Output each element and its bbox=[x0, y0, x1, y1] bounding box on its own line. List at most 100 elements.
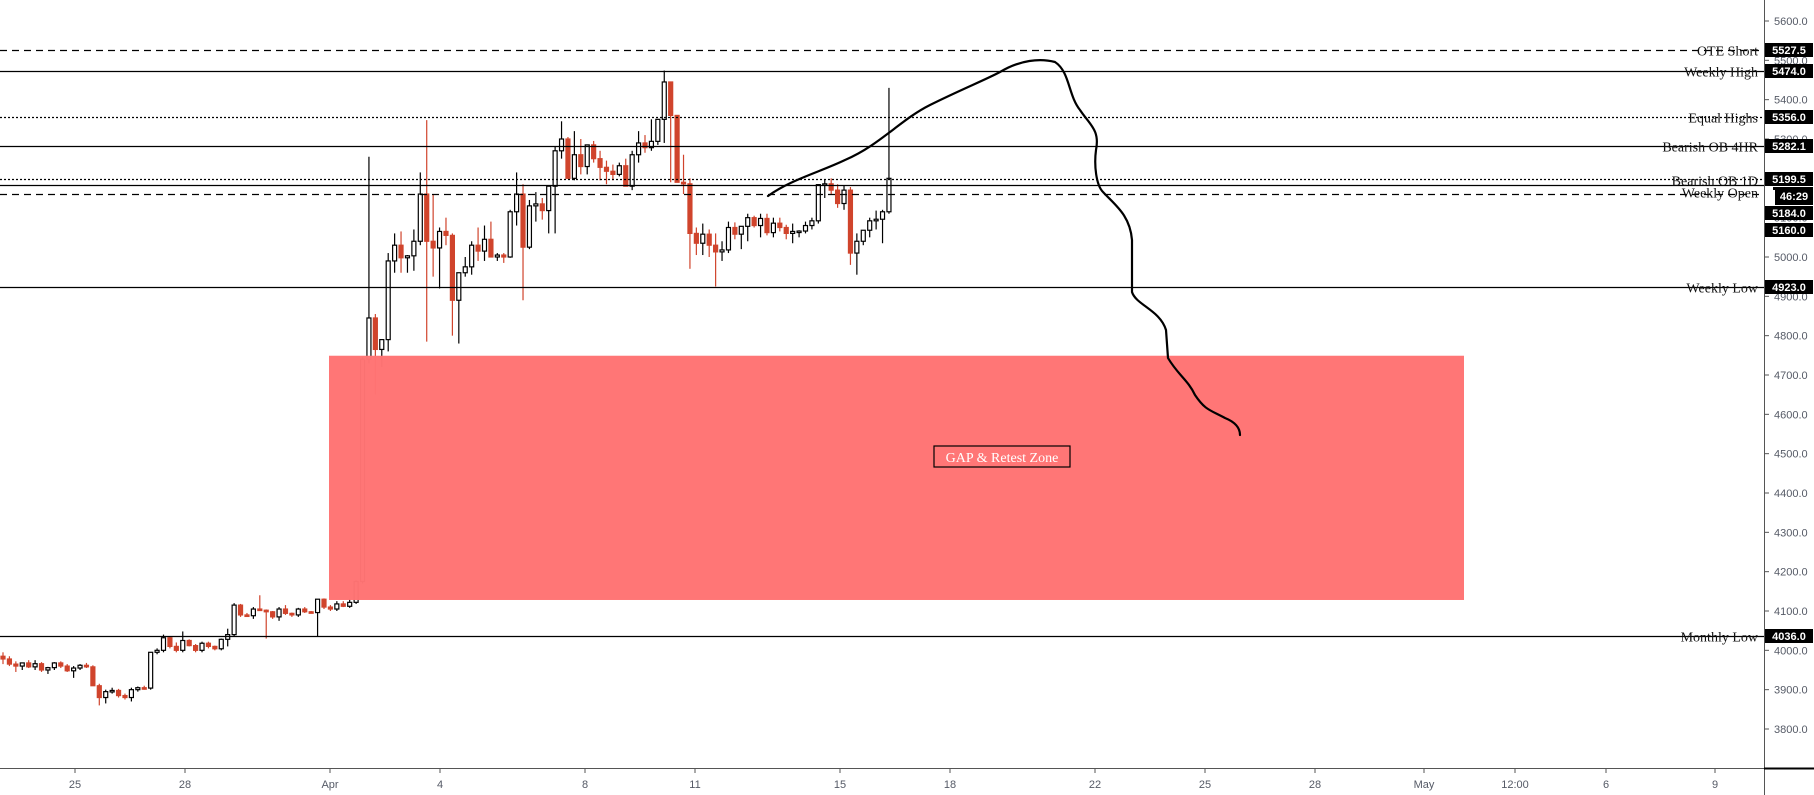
candle[interactable] bbox=[578, 139, 584, 175]
candle[interactable] bbox=[109, 687, 115, 694]
candle[interactable] bbox=[115, 688, 122, 698]
candle[interactable] bbox=[533, 192, 539, 222]
candle[interactable] bbox=[308, 611, 314, 614]
candle[interactable] bbox=[199, 641, 205, 653]
candle[interactable] bbox=[719, 241, 725, 261]
candle[interactable] bbox=[494, 253, 500, 261]
candle[interactable] bbox=[327, 605, 334, 611]
candle[interactable] bbox=[167, 636, 173, 649]
candle[interactable] bbox=[546, 185, 552, 234]
candle[interactable] bbox=[655, 118, 661, 145]
candle[interactable] bbox=[19, 662, 25, 670]
candle[interactable] bbox=[725, 221, 732, 254]
candle[interactable] bbox=[847, 186, 854, 265]
candle[interactable] bbox=[334, 601, 340, 611]
candle[interactable] bbox=[854, 233, 860, 275]
candle[interactable] bbox=[6, 656, 13, 667]
candle[interactable] bbox=[443, 217, 449, 246]
candle[interactable] bbox=[205, 641, 212, 649]
candle[interactable] bbox=[706, 229, 712, 257]
candle[interactable] bbox=[751, 215, 757, 228]
candle[interactable] bbox=[558, 121, 565, 159]
candle[interactable] bbox=[392, 233, 398, 273]
candle[interactable] bbox=[687, 178, 693, 269]
candle[interactable] bbox=[424, 120, 430, 342]
candle[interactable] bbox=[417, 172, 423, 246]
candle[interactable] bbox=[571, 131, 577, 181]
candle[interactable] bbox=[32, 660, 38, 670]
candle[interactable] bbox=[757, 213, 764, 238]
candle[interactable] bbox=[135, 686, 141, 692]
candle[interactable] bbox=[141, 685, 147, 690]
candle[interactable] bbox=[218, 638, 224, 651]
candle[interactable] bbox=[815, 184, 821, 224]
zone-rectangle[interactable] bbox=[329, 355, 1464, 600]
candle[interactable] bbox=[289, 612, 295, 617]
candle[interactable] bbox=[302, 607, 308, 613]
candle[interactable] bbox=[802, 221, 809, 234]
candle[interactable] bbox=[841, 185, 847, 210]
candle[interactable] bbox=[270, 611, 276, 619]
candle[interactable] bbox=[295, 607, 301, 617]
candle[interactable] bbox=[257, 595, 263, 612]
price-axis[interactable]: 5600.05500.05400.05300.05200.05100.05000… bbox=[1764, 0, 1814, 795]
candle[interactable] bbox=[822, 179, 828, 198]
candle[interactable] bbox=[873, 210, 879, 230]
candle[interactable] bbox=[385, 253, 391, 352]
candle[interactable] bbox=[366, 156, 372, 364]
candle[interactable] bbox=[513, 172, 520, 226]
candle[interactable] bbox=[340, 601, 346, 608]
candle[interactable] bbox=[173, 642, 179, 653]
candle[interactable] bbox=[488, 221, 494, 258]
candle[interactable] bbox=[507, 209, 513, 258]
candle[interactable] bbox=[282, 605, 289, 615]
candle[interactable] bbox=[629, 150, 635, 191]
candle[interactable] bbox=[481, 225, 488, 261]
projected-path-drawing[interactable] bbox=[766, 59, 1242, 437]
candle[interactable] bbox=[783, 224, 789, 240]
candle[interactable] bbox=[777, 217, 783, 232]
candle[interactable] bbox=[879, 209, 886, 244]
candle[interactable] bbox=[796, 230, 802, 238]
candle[interactable] bbox=[314, 598, 321, 637]
candle[interactable] bbox=[610, 164, 616, 181]
candle[interactable] bbox=[51, 662, 57, 670]
candle[interactable] bbox=[501, 253, 507, 263]
candle[interactable] bbox=[148, 651, 154, 690]
candle[interactable] bbox=[526, 199, 533, 250]
candle[interactable] bbox=[38, 662, 45, 672]
time-axis[interactable]: 25 28 Apr 4 8 11 15 18 22 25 28 May 12:00 6 9 bbox=[0, 767, 1814, 795]
candle[interactable] bbox=[398, 231, 404, 273]
candle[interactable] bbox=[809, 217, 815, 230]
candle[interactable] bbox=[128, 687, 134, 702]
candle[interactable] bbox=[231, 603, 237, 637]
candle[interactable] bbox=[456, 272, 462, 344]
candle[interactable] bbox=[700, 223, 706, 256]
candle[interactable] bbox=[616, 162, 622, 177]
projected-path-line[interactable] bbox=[766, 59, 1242, 437]
candle[interactable] bbox=[584, 144, 590, 175]
candle[interactable] bbox=[764, 213, 770, 236]
candle[interactable] bbox=[790, 223, 796, 244]
candle[interactable] bbox=[867, 217, 873, 238]
candle[interactable] bbox=[834, 184, 841, 208]
candle[interactable] bbox=[520, 184, 526, 301]
candle[interactable] bbox=[347, 599, 353, 608]
candle[interactable] bbox=[469, 241, 475, 275]
candle[interactable] bbox=[828, 178, 834, 195]
candle[interactable] bbox=[591, 140, 597, 163]
candle[interactable] bbox=[713, 233, 719, 287]
candle[interactable] bbox=[237, 603, 244, 617]
candle[interactable] bbox=[449, 233, 455, 336]
candle[interactable] bbox=[430, 194, 436, 277]
candle[interactable] bbox=[603, 160, 610, 185]
candle[interactable] bbox=[250, 607, 256, 619]
horizontal-levels[interactable]: OTE Short Weekly High Equal Highs Bearish O… bbox=[0, 45, 1764, 646]
candle[interactable] bbox=[475, 227, 481, 261]
candle[interactable] bbox=[83, 662, 90, 669]
candle[interactable] bbox=[860, 229, 866, 246]
candle[interactable] bbox=[732, 222, 738, 240]
candle[interactable] bbox=[122, 693, 128, 700]
candle[interactable] bbox=[674, 114, 680, 183]
